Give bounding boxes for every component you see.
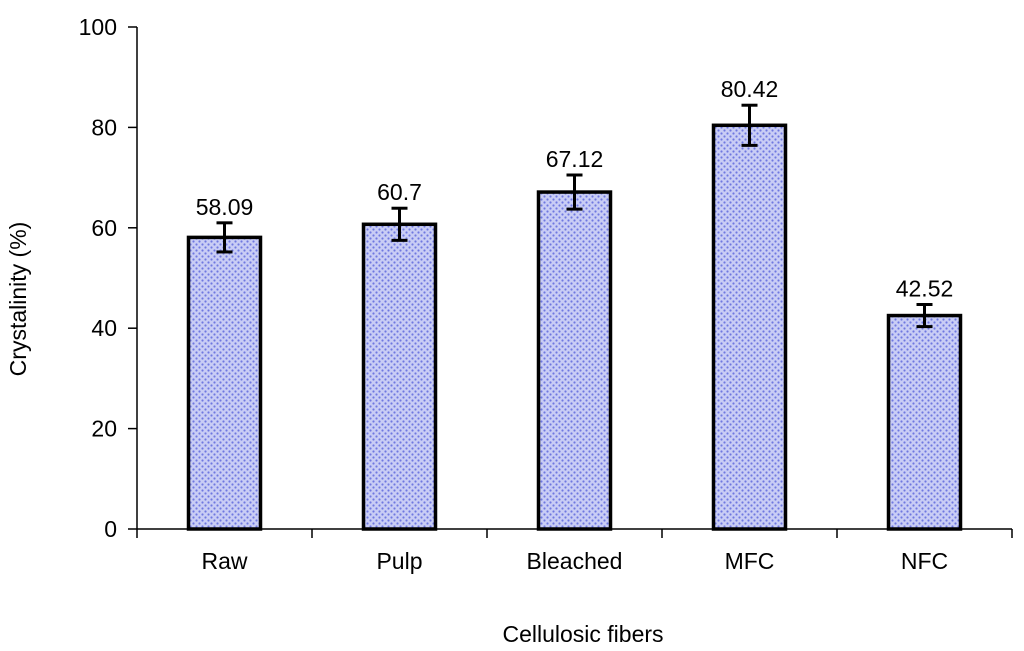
y-tick-label: 20	[91, 416, 117, 442]
bar-raw	[186, 235, 263, 531]
bar-pulp	[361, 222, 438, 531]
x-tick-label-bleached: Bleached	[527, 548, 623, 574]
data-label-nfc: 42.52	[896, 276, 954, 302]
y-axis-title: Crystalinity (%)	[5, 222, 31, 377]
y-tick-label: 60	[91, 215, 117, 241]
y-tick-label: 100	[79, 14, 117, 40]
bars	[186, 103, 963, 531]
data-label-mfc: 80.42	[721, 76, 779, 102]
bar-mfc	[711, 123, 788, 531]
y-tick-label: 80	[91, 114, 117, 140]
bar-bleached	[536, 190, 613, 531]
labels: 58.09 Raw 60.7 Pulp 67.12 Bleached 80.42 MFC 42.…	[196, 76, 954, 574]
data-label-raw: 58.09	[196, 194, 254, 220]
x-tick-label-nfc: NFC	[901, 548, 948, 574]
y-tick-label: 40	[91, 315, 117, 341]
x-tick-label-raw: Raw	[201, 548, 247, 574]
data-label-pulp: 60.7	[377, 179, 422, 205]
y-tick-label: 0	[104, 516, 117, 542]
x-axis-title: Cellulosic fibers	[502, 621, 663, 647]
bar-nfc	[886, 313, 963, 531]
x-tick-label-pulp: Pulp	[376, 548, 422, 574]
x-tick-label-mfc: MFC	[725, 548, 775, 574]
data-label-bleached: 67.12	[546, 146, 604, 172]
axes: 0 20 40 60 80 100	[79, 14, 1013, 542]
